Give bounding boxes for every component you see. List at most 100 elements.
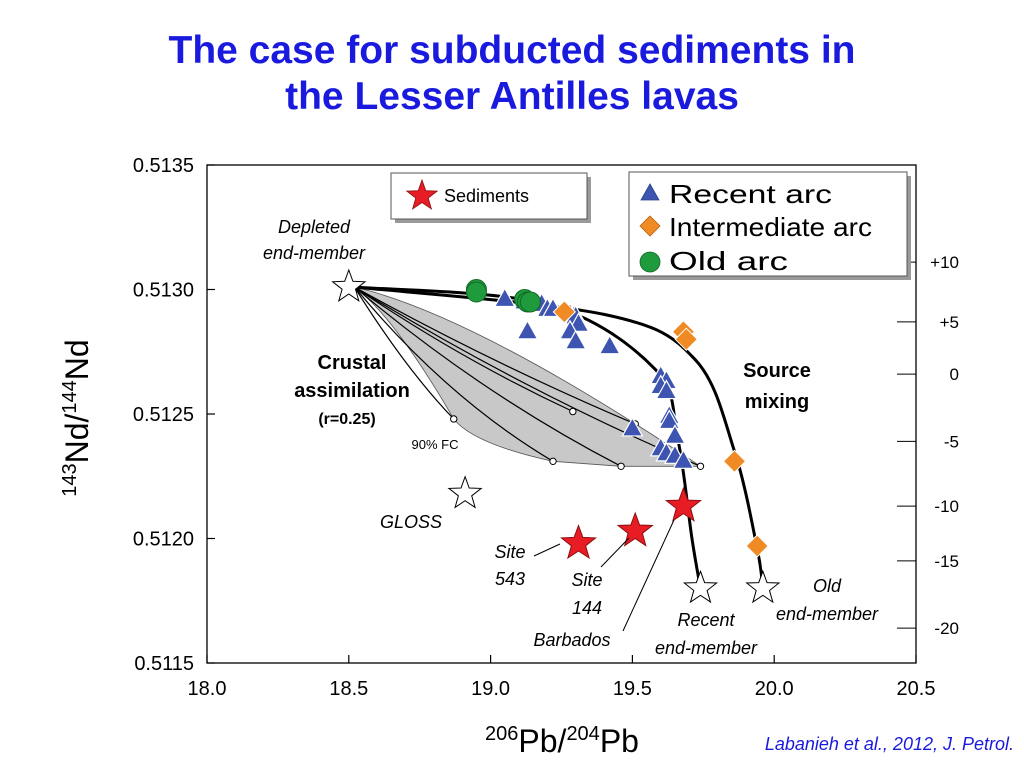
epsilon-tick-label: -20 [934, 619, 959, 638]
fc-label: 90% FC [412, 437, 459, 452]
old-arc-point [519, 291, 541, 313]
assimilation-endpoint [617, 462, 625, 470]
legend-recent-label: Recent arc [669, 179, 832, 209]
barbados-label: Barbados [533, 630, 610, 650]
sediments-legend-star-icon [405, 178, 439, 210]
x-axis-title-base1: Pb/ [518, 723, 566, 759]
epsilon-tick-label: -15 [934, 552, 959, 571]
sediments-legend-label: Sediments [444, 186, 529, 206]
recent-arc-point [672, 449, 695, 469]
epsilon-tick-label: +5 [940, 313, 959, 332]
recent-end-member-star [682, 569, 718, 604]
y-axis-title: 143Nd/144Nd [59, 339, 95, 496]
y-tick-label: 0.5115 [134, 653, 194, 675]
recent-arc-point [516, 319, 539, 340]
site144-label-line1: Site [571, 570, 602, 590]
site144-leader [600, 537, 630, 568]
gloss-star [447, 475, 483, 509]
crustal-label-line2: assimilation [294, 380, 410, 402]
old-arc-point [465, 281, 487, 303]
crustal-label-line1: Crustal [318, 352, 387, 374]
epsilon-tick-label: -5 [944, 432, 959, 451]
old-em-label-line1: Old [813, 576, 842, 596]
legend-intermediate-label: Intermediate arc [669, 212, 872, 242]
y-tick-label: 0.5130 [133, 280, 194, 302]
x-tick-label: 19.0 [471, 678, 510, 700]
recent-arc-point [493, 287, 516, 308]
x-axis-title-base2: Pb [600, 723, 639, 759]
y-tick-label: 0.5120 [133, 529, 194, 551]
source-mixing-line1: Source [743, 360, 811, 382]
assimilation-fan-fill [354, 286, 702, 467]
recent-arc-point [621, 416, 644, 437]
citation: Labanieh et al., 2012, J. Petrol. [764, 734, 1014, 754]
recent-arc-point [663, 424, 686, 445]
recent-em-label-line1: Recent [677, 610, 735, 630]
y-axis-title-sup2: 144 [59, 380, 81, 413]
x-tick-label: 18.5 [329, 678, 368, 700]
intermediate-arc-point [552, 300, 577, 324]
old-em-label-line2: end-member [776, 604, 879, 624]
site543-sediment-star [560, 524, 597, 560]
site543-label-line1: Site [494, 542, 525, 562]
site144-sediment-star [616, 511, 654, 547]
intermediate-arc-point [674, 327, 698, 352]
legend-intermediate-diamond-icon [639, 215, 661, 237]
barbados-sediment-star [664, 486, 702, 522]
y-tick-label: 0.5135 [133, 155, 194, 177]
assimilation-shaded-region [353, 286, 705, 470]
recent-arc-point [658, 409, 681, 430]
crustal-label-line3: (r=0.25) [318, 411, 375, 428]
assimilation-curve [354, 286, 636, 425]
legend-recent-triangle-icon [640, 183, 660, 201]
depleted-label-line1: Depleted [278, 217, 351, 237]
legend-old-circle-icon [639, 251, 661, 273]
x-tick-label: 20.5 [897, 678, 936, 700]
data-points [331, 268, 781, 604]
title-line-2: the Lesser Antilles lavas [285, 75, 739, 118]
x-axis-title-sup2: 204 [566, 723, 599, 745]
site543-label-line2: 543 [495, 569, 525, 589]
epsilon-tick-label: 0 [950, 365, 959, 384]
x-tick-label: 20.0 [755, 678, 794, 700]
assimilation-endpoint [696, 462, 705, 470]
assimilation-curve [354, 286, 554, 462]
assimilation-curve [354, 286, 622, 467]
x-axis-title-sup1: 206 [485, 723, 518, 745]
slide-title: The case for subducted sediments in the … [0, 28, 1024, 120]
intermediate-arc-point [745, 534, 769, 558]
site543-leader [533, 543, 561, 557]
axes: 18.0 18.5 19.0 19.5 20.0 20.5 0.5115 0.5120 0.51… [133, 155, 959, 700]
x-tick-label: 18.0 [188, 678, 227, 700]
legend-old-label: Old arc [669, 246, 788, 276]
recent-arc-point [598, 334, 621, 355]
sediments-legend: Sediments [390, 172, 591, 223]
barbados-leader [622, 519, 675, 632]
assimilation-endpoint [450, 415, 458, 423]
epsilon-tick-label: +10 [930, 253, 959, 272]
old-end-member-star [745, 569, 781, 604]
intermediate-arc-point [722, 449, 747, 474]
assimilation-endpoint [549, 457, 557, 466]
y-tick-label: 0.5125 [133, 404, 194, 426]
source-mixing-line2: mixing [745, 391, 809, 413]
annotations: Depleted end-member Crustal assimilation… [263, 217, 879, 658]
y-axis-title-base1: Nd/ [59, 413, 95, 463]
y-axis-title-base2: Nd [59, 339, 95, 380]
series-legend: Recent arc Intermediate arc Old arc [628, 171, 911, 280]
depleted-label-line2: end-member [263, 243, 366, 263]
y-axis-title-sup1: 143 [59, 463, 81, 496]
title-line-1: The case for subducted sediments in [168, 29, 856, 72]
recent-arc-point [564, 329, 587, 350]
x-axis-title: 206Pb/204Pb [485, 723, 639, 759]
gloss-label: GLOSS [380, 512, 442, 532]
assimilation-curve [354, 286, 574, 413]
series-legend-box [628, 171, 908, 277]
x-tick-label: 19.5 [613, 678, 652, 700]
depleted-end-member-star [331, 268, 367, 302]
assimilation-curve [354, 286, 701, 467]
site144-label-line2: 144 [572, 598, 602, 618]
recent-arc-point [655, 379, 678, 400]
epsilon-tick-label: -10 [934, 497, 959, 516]
